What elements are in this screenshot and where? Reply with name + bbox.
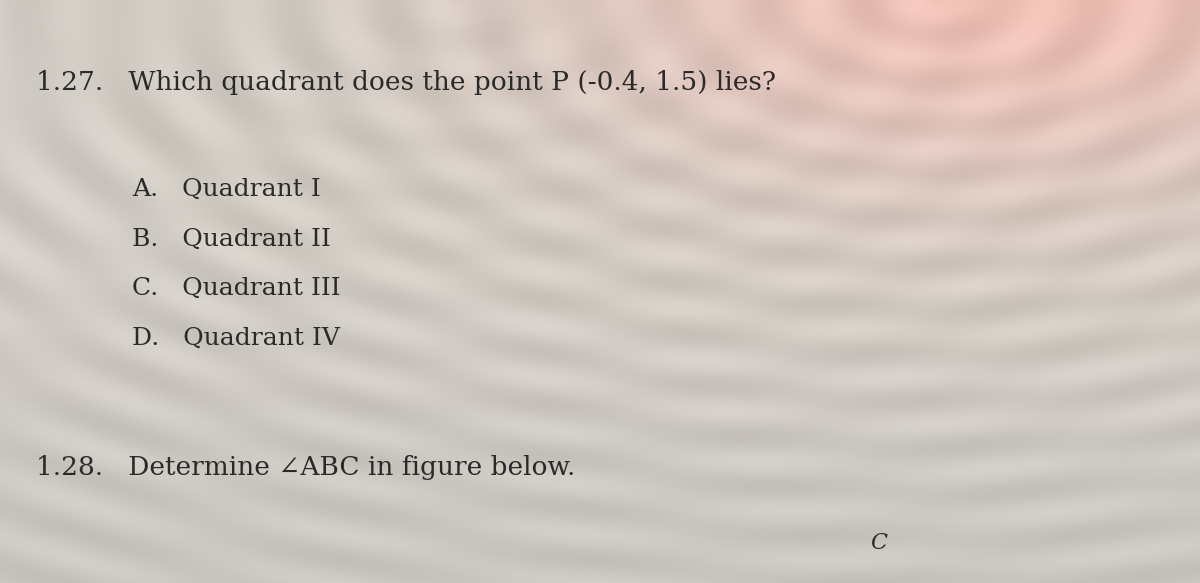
Text: C: C — [870, 532, 887, 554]
Text: B.   Quadrant II: B. Quadrant II — [132, 227, 331, 250]
Text: D.   Quadrant IV: D. Quadrant IV — [132, 326, 340, 349]
Text: C.   Quadrant III: C. Quadrant III — [132, 277, 341, 300]
Text: 1.27.   Which quadrant does the point P (-0.4, 1.5) lies?: 1.27. Which quadrant does the point P (-… — [36, 70, 776, 95]
Text: A.   Quadrant I: A. Quadrant I — [132, 178, 320, 201]
Text: 1.28.   Determine ∠ABC in figure below.: 1.28. Determine ∠ABC in figure below. — [36, 455, 575, 480]
